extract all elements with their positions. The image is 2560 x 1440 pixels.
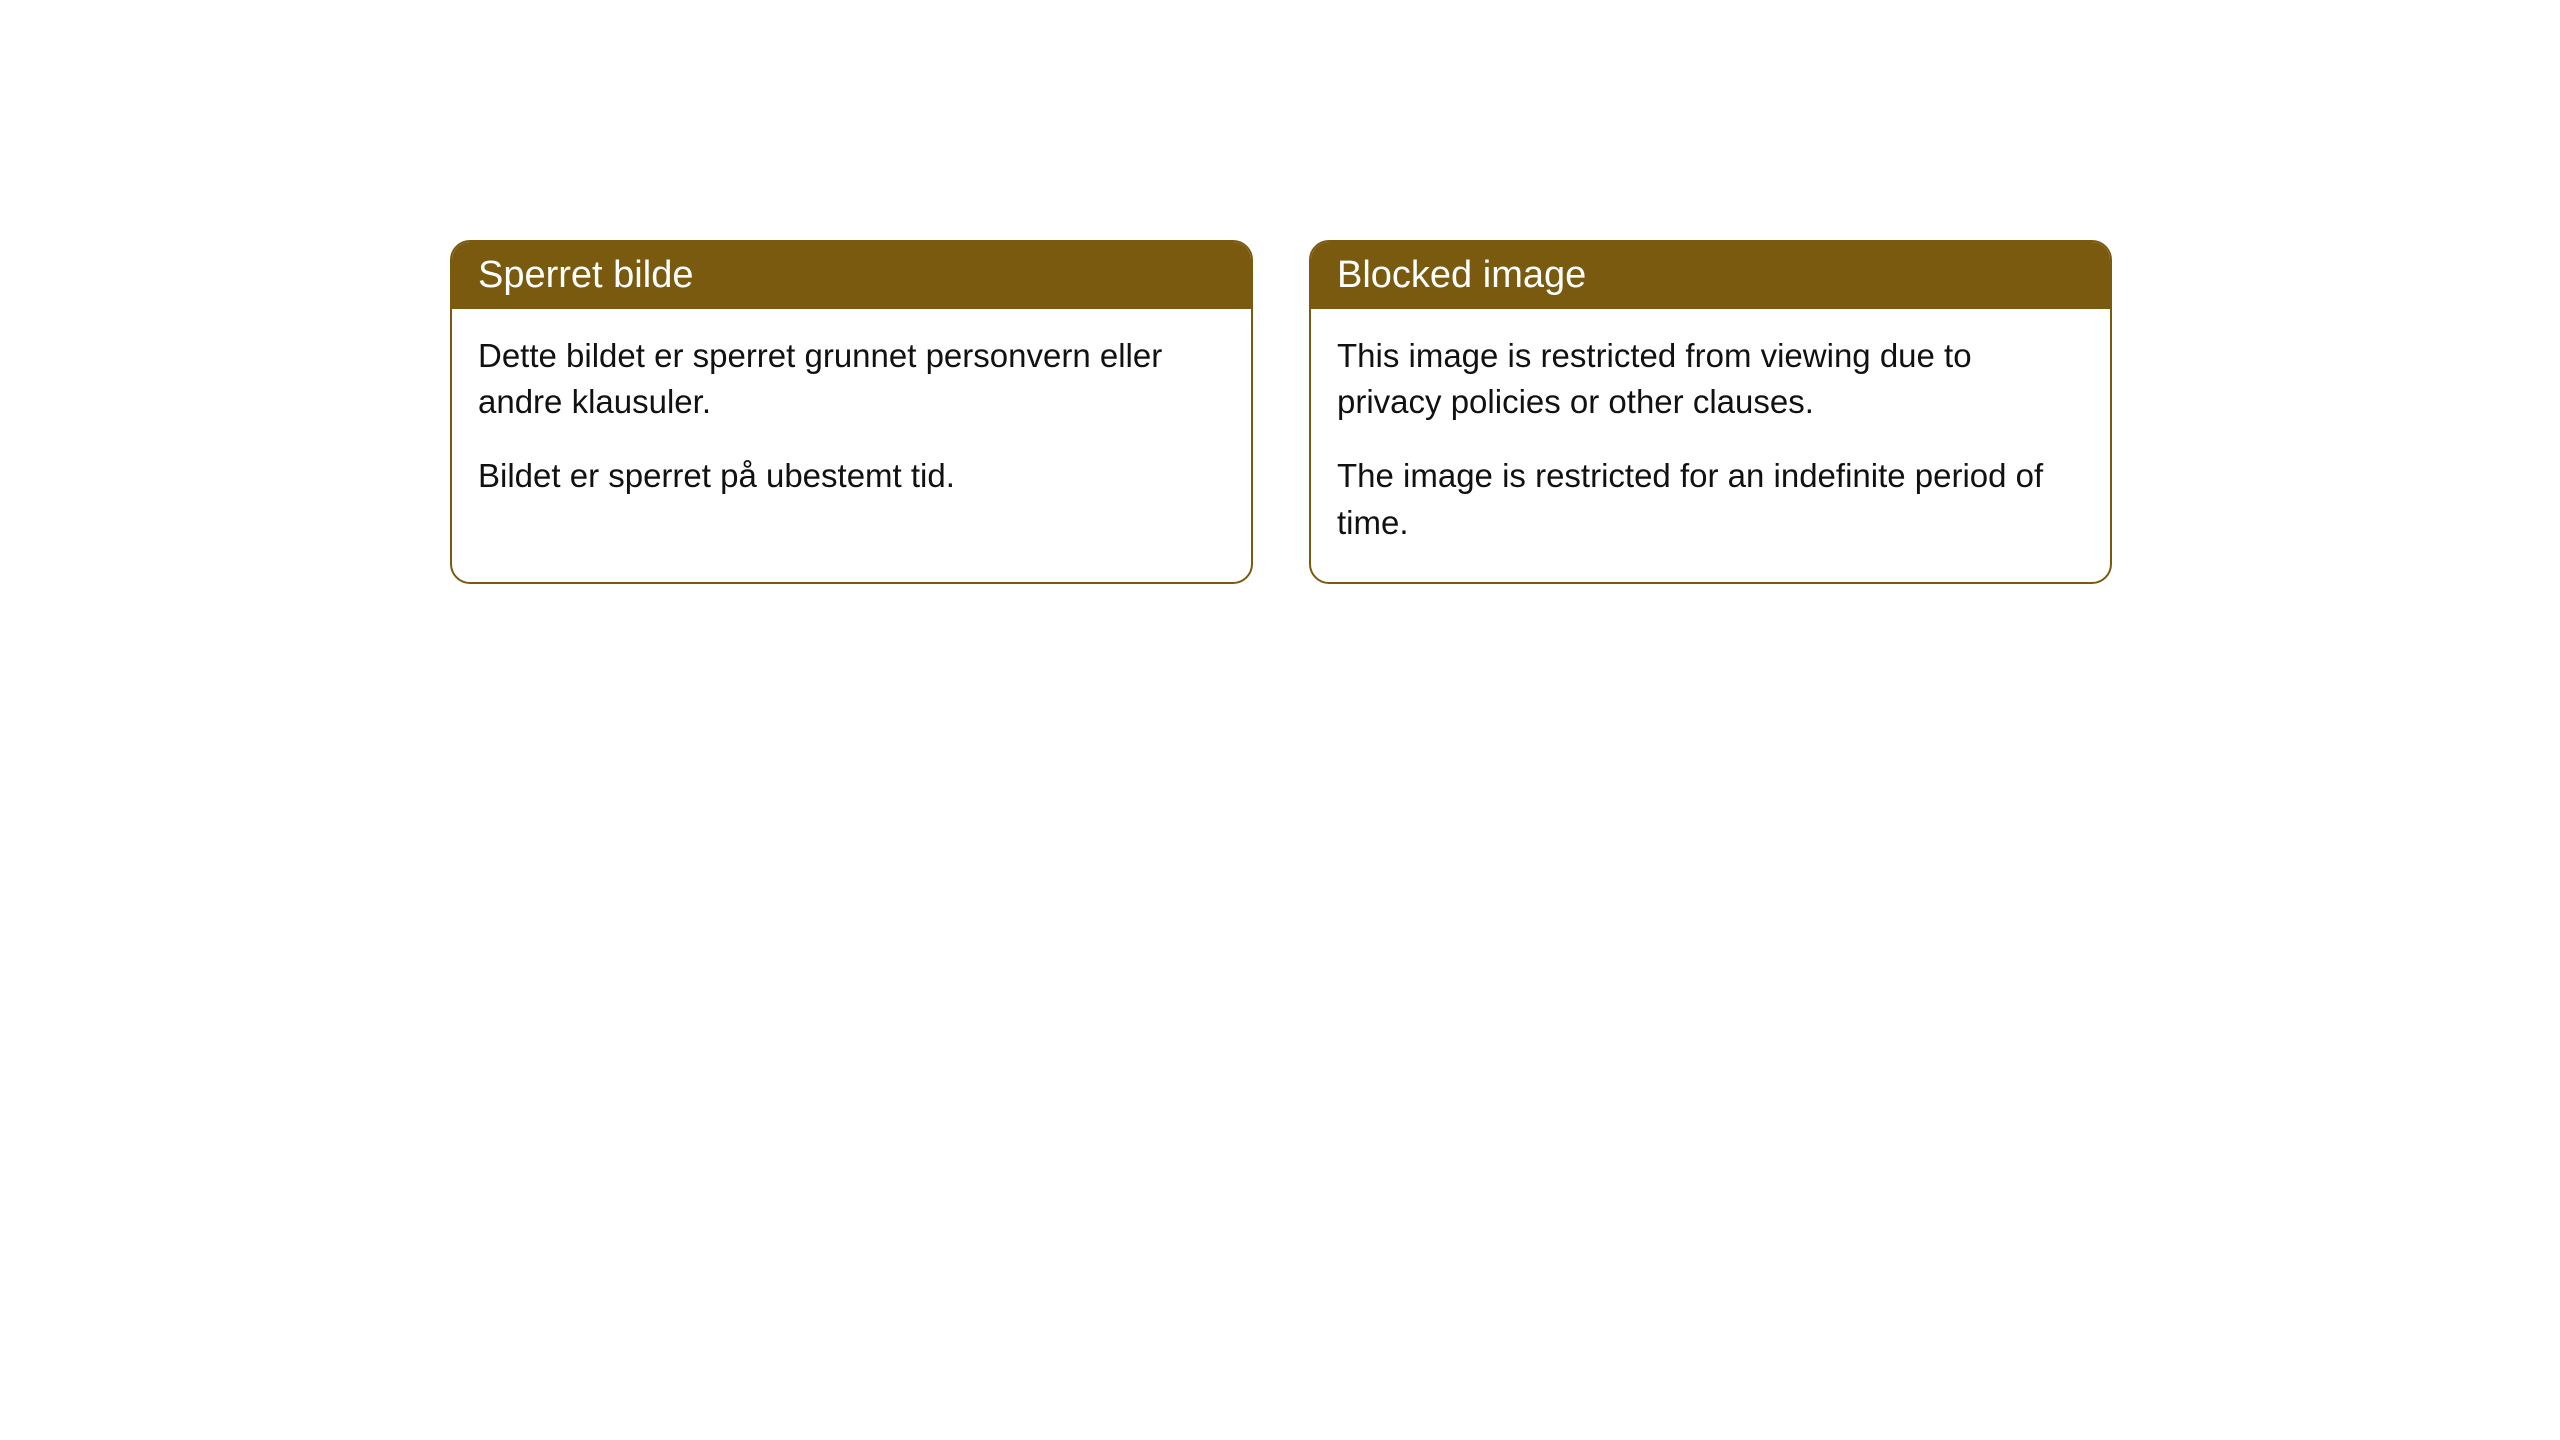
card-paragraph2-english: The image is restricted for an indefinit… bbox=[1337, 453, 2084, 545]
card-title-english: Blocked image bbox=[1337, 254, 1586, 296]
card-paragraph1-english: This image is restricted from viewing du… bbox=[1337, 333, 2084, 425]
cards-container: Sperret bilde Dette bildet er sperret gr… bbox=[450, 240, 2560, 584]
card-title-norwegian: Sperret bilde bbox=[478, 254, 693, 296]
card-norwegian: Sperret bilde Dette bildet er sperret gr… bbox=[450, 240, 1253, 584]
card-body-english: This image is restricted from viewing du… bbox=[1311, 309, 2110, 582]
card-paragraph1-norwegian: Dette bildet er sperret grunnet personve… bbox=[478, 333, 1225, 425]
card-header-norwegian: Sperret bilde bbox=[452, 242, 1251, 309]
card-english: Blocked image This image is restricted f… bbox=[1309, 240, 2112, 584]
card-paragraph2-norwegian: Bildet er sperret på ubestemt tid. bbox=[478, 453, 1225, 499]
card-header-english: Blocked image bbox=[1311, 242, 2110, 309]
card-body-norwegian: Dette bildet er sperret grunnet personve… bbox=[452, 309, 1251, 536]
